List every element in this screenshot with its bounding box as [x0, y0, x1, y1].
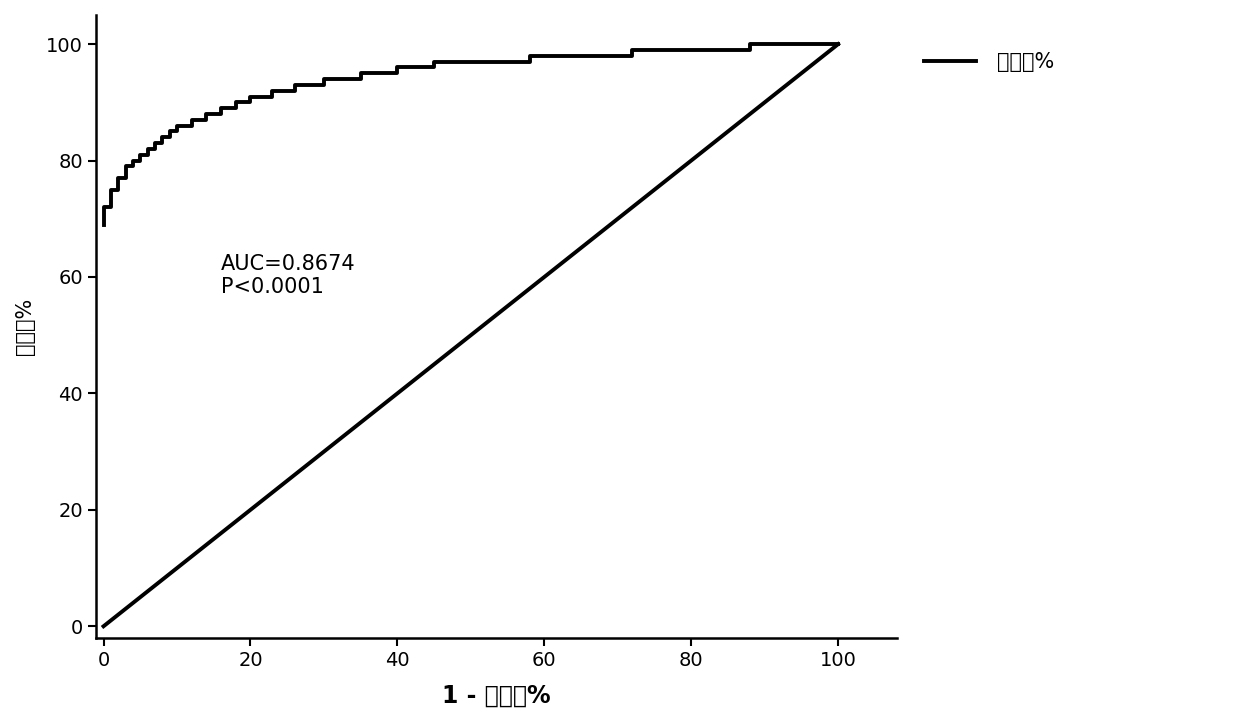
灵敏度%: [170, 127, 185, 136]
Line: 灵敏度%: 灵敏度%: [103, 44, 838, 225]
灵敏度%: [133, 156, 148, 165]
Y-axis label: 灵敏度%: 灵敏度%: [15, 298, 35, 355]
Text: AUC=0.8674
P<0.0001: AUC=0.8674 P<0.0001: [221, 254, 356, 297]
灵敏度%: [743, 40, 758, 48]
X-axis label: 1 - 灵敏度%: 1 - 灵敏度%: [443, 684, 551, 708]
灵敏度%: [95, 221, 110, 229]
灵敏度%: [831, 40, 846, 48]
灵敏度%: [316, 74, 331, 83]
灵敏度%: [155, 133, 170, 142]
Legend: 灵敏度%: 灵敏度%: [915, 44, 1063, 81]
灵敏度%: [162, 127, 177, 136]
灵敏度%: [148, 139, 162, 147]
